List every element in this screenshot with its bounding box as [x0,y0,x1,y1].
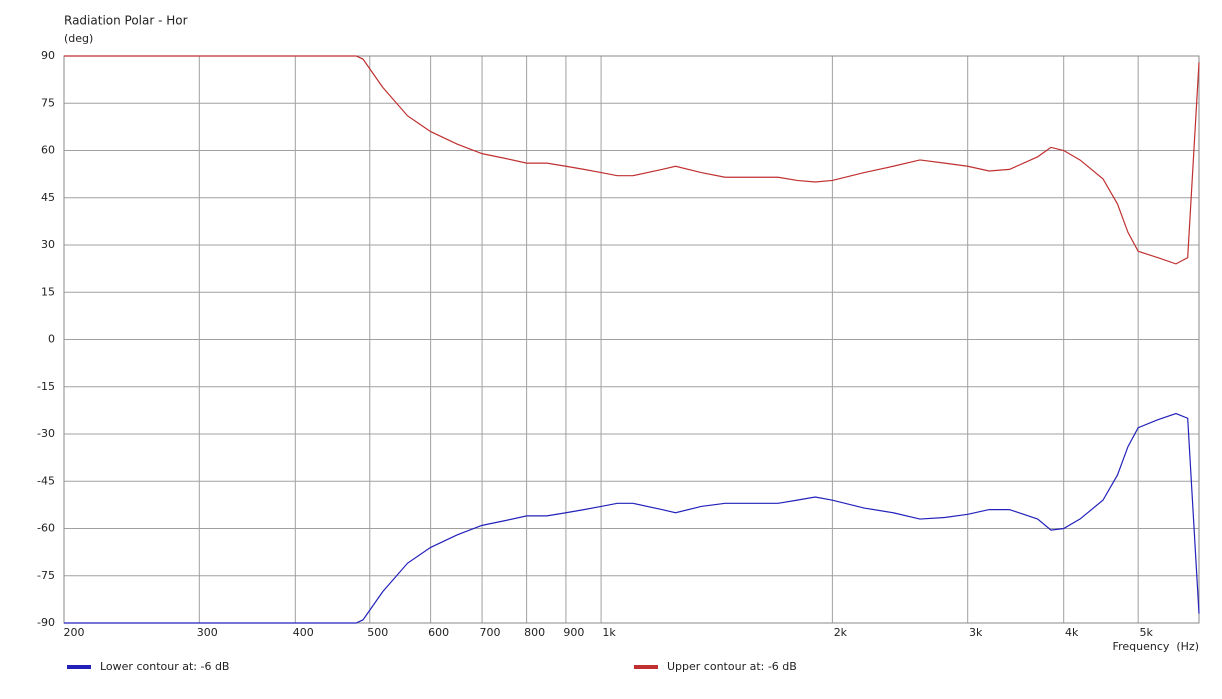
y-tick-label: 0 [48,333,55,346]
x-tick-label: 3k [969,626,983,639]
legend-label: Lower contour at: -6 dB [100,660,229,673]
x-tick-label: 700 [480,626,501,639]
x-tick-label: 1k [602,626,616,639]
y-tick-label: 75 [41,96,55,109]
y-tick-label: -15 [37,380,55,393]
x-tick-label: 300 [197,626,218,639]
x-axis-label: Frequency (Hz) [1113,640,1199,653]
x-tick-label: 2k [834,626,848,639]
x-tick-label: 200 [64,626,85,639]
y-tick-label: 60 [41,144,55,157]
chart-title: Radiation Polar - Hor [64,14,188,28]
series-line [64,412,1200,624]
x-tick-label: 400 [293,626,314,639]
x-tick-label: 500 [367,626,388,639]
x-tick-label: 900 [563,626,584,639]
y-tick-label: -60 [37,522,55,535]
legend-swatch [634,665,658,669]
x-tick-label: 800 [524,626,545,639]
y-tick-label: -90 [37,616,55,629]
y-tick-label: -75 [37,569,55,582]
x-tick-label: 4k [1065,626,1079,639]
y-tick-label: 15 [41,285,55,298]
x-tick-label: 5k [1139,626,1153,639]
y-tick-label: -45 [37,474,55,487]
legend-swatch [67,665,91,669]
plot-frame [63,55,1200,624]
legend-label: Upper contour at: -6 dB [667,660,797,673]
y-tick-label: -30 [37,427,55,440]
y-axis-label: (deg) [64,32,93,45]
x-tick-label: 600 [428,626,449,639]
y-tick-label: 90 [41,49,55,62]
y-tick-label: 45 [41,191,55,204]
y-tick-label: 30 [41,238,55,251]
series-line [64,55,1200,265]
